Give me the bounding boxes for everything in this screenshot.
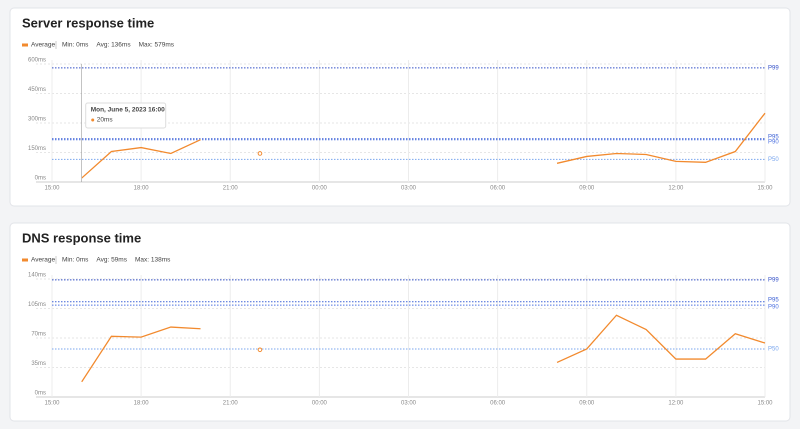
stat: Min: 0ms	[62, 257, 89, 264]
reference-label: P95	[768, 297, 779, 303]
x-tick-label: 21:00	[223, 401, 239, 407]
x-tick-label: 15:00	[44, 186, 60, 192]
x-tick-label: 18:00	[134, 186, 150, 192]
y-tick-label: 600ms	[28, 58, 46, 64]
series-line	[556, 314, 766, 364]
chart-title: DNS response time	[22, 230, 141, 245]
y-tick-label: 150ms	[28, 146, 46, 152]
card	[9, 7, 791, 207]
x-tick-label: 15:00	[44, 401, 60, 407]
x-tick-label: 00:00	[312, 401, 328, 407]
reference-label: P50	[768, 347, 779, 353]
stat: Max: 579ms	[139, 42, 175, 49]
series-line	[556, 112, 766, 164]
x-tick-label: 15:00	[757, 186, 773, 192]
legend-label: Average	[31, 257, 55, 264]
x-tick-label: 21:00	[223, 186, 239, 192]
legend-swatch	[22, 258, 28, 262]
tooltip-value: 20ms	[97, 117, 114, 124]
reference-label: P99	[768, 66, 779, 72]
stat: Max: 138ms	[135, 257, 171, 264]
x-tick-label: 03:00	[401, 186, 417, 192]
y-tick-label: 35ms	[31, 361, 46, 367]
reference-label: P95	[768, 134, 779, 140]
stat: Min: 0ms	[62, 42, 89, 49]
legend-label: Average	[31, 42, 55, 49]
x-tick-label: 09:00	[579, 186, 595, 192]
x-tick-label: 09:00	[579, 401, 595, 407]
x-tick-label: 00:00	[312, 186, 328, 192]
tooltip-dot	[91, 118, 95, 122]
y-tick-label: 0ms	[35, 176, 46, 182]
y-tick-label: 300ms	[28, 117, 46, 123]
stat: Avg: 136ms	[96, 42, 131, 49]
tooltip-title: Mon, June 5, 2023 16:00	[91, 107, 165, 114]
y-tick-label: 450ms	[28, 87, 46, 93]
tooltip-box	[85, 102, 167, 129]
chart-title: Server response time	[22, 15, 154, 30]
x-tick-label: 12:00	[668, 401, 684, 407]
series-line	[81, 139, 201, 179]
reference-label: P99	[768, 277, 779, 283]
data-point	[257, 151, 263, 156]
y-tick-label: 0ms	[35, 391, 46, 397]
y-tick-label: 140ms	[28, 273, 46, 279]
reference-label: P90	[768, 139, 779, 145]
legend-swatch	[22, 43, 28, 47]
card	[9, 222, 791, 422]
series-line	[81, 326, 201, 383]
x-tick-label: 18:00	[134, 401, 150, 407]
data-point	[257, 347, 263, 353]
y-tick-label: 70ms	[31, 332, 46, 338]
stat: Avg: 59ms	[96, 257, 127, 264]
x-tick-label: 15:00	[757, 401, 773, 407]
x-tick-label: 06:00	[490, 186, 506, 192]
reference-label: P50	[768, 157, 779, 163]
x-tick-label: 12:00	[668, 186, 684, 192]
x-tick-label: 03:00	[401, 401, 417, 407]
reference-label: P90	[768, 305, 779, 311]
tooltip: Mon, June 5, 2023 16:00 20ms	[85, 102, 167, 129]
y-tick-label: 105ms	[28, 302, 46, 308]
x-tick-label: 06:00	[490, 401, 506, 407]
